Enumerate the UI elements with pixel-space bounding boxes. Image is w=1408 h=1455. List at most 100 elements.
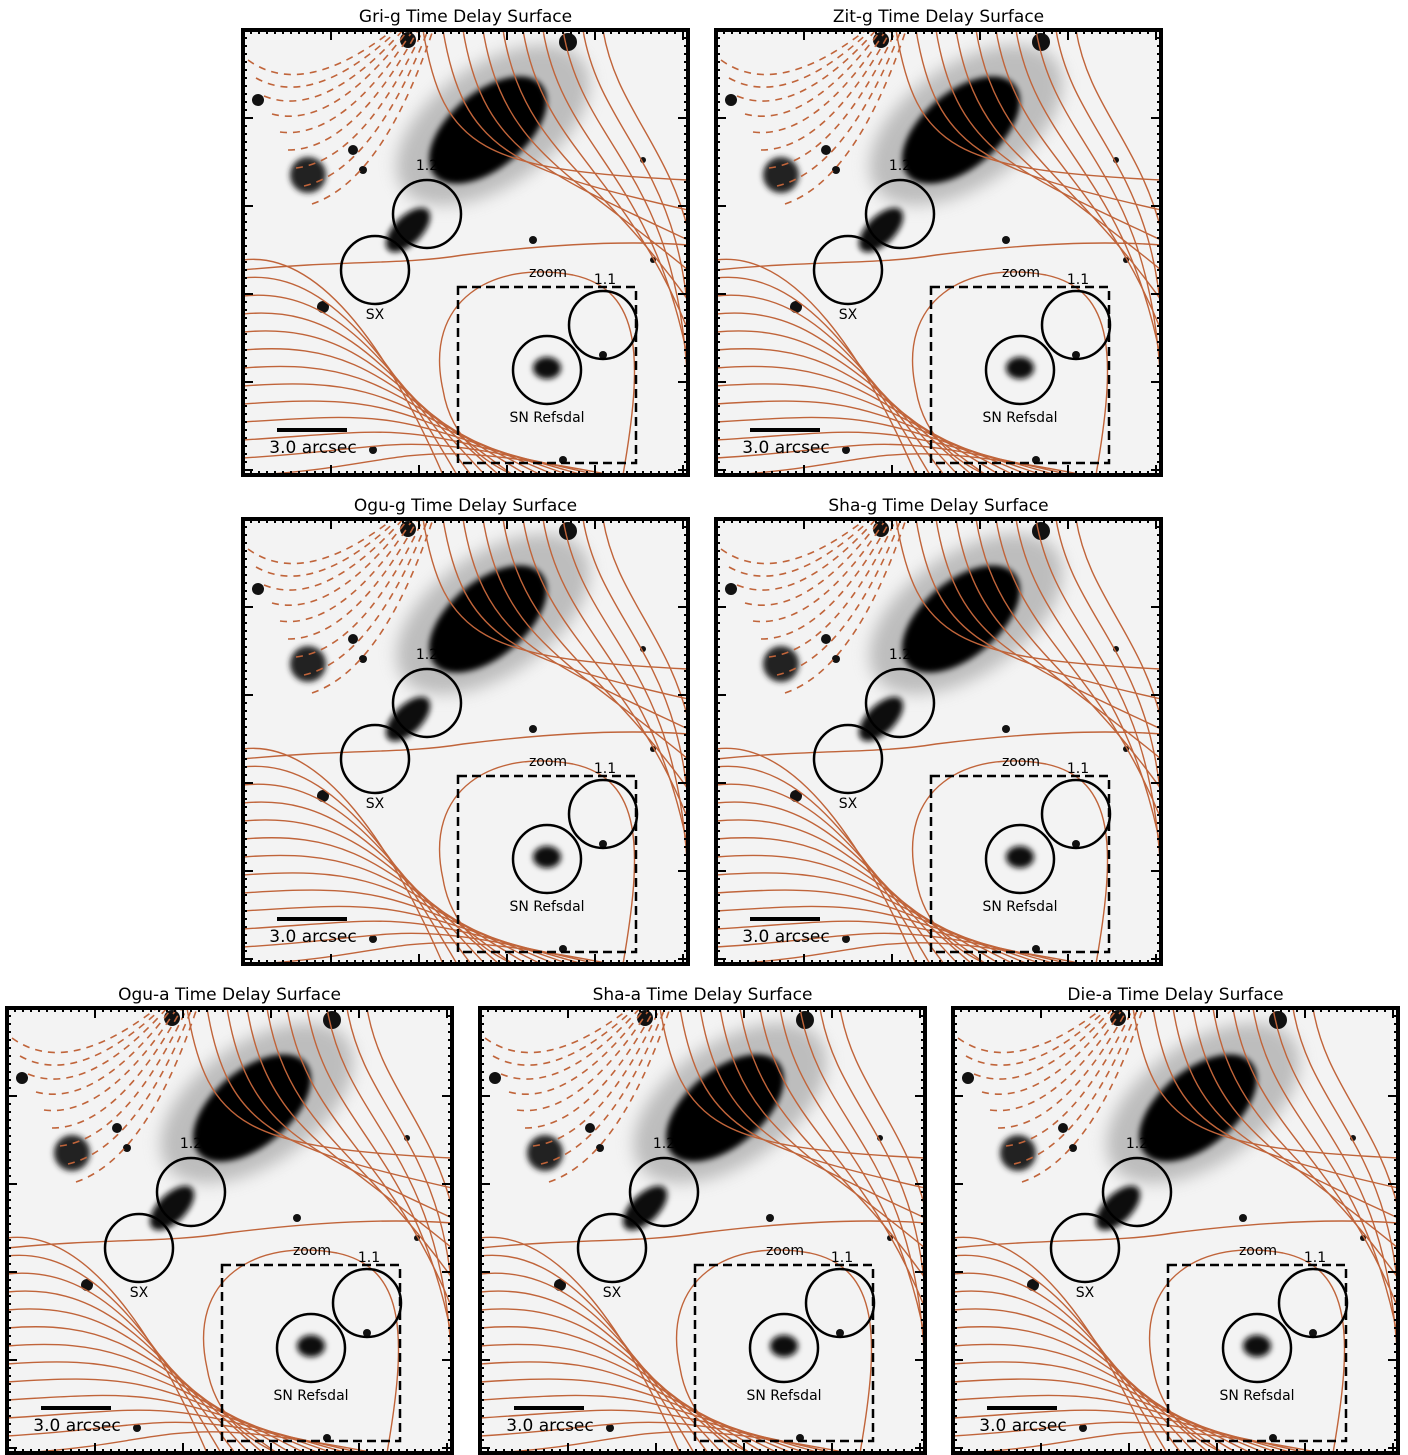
- contour: [243, 920, 584, 964]
- contour: [720, 942, 1085, 964]
- region-circle: [391, 178, 463, 250]
- galaxy: [902, 76, 1020, 184]
- label: SN Refsdal: [982, 410, 1057, 426]
- contour: [582, 30, 688, 420]
- contour-dashed: [35, 1008, 173, 1096]
- image: [953, 1008, 1398, 1453]
- contour-dashed: [492, 1008, 636, 1066]
- contour: [243, 837, 514, 964]
- sn-host: [1006, 846, 1034, 868]
- contour-dashed: [263, 30, 404, 102]
- source: [369, 935, 377, 943]
- contour: [716, 348, 987, 475]
- contour: [779, 1008, 925, 1339]
- contour: [480, 1326, 751, 1453]
- contour: [759, 1008, 925, 1309]
- contour: [953, 1421, 1308, 1453]
- contour: [716, 765, 931, 964]
- contour: [1152, 1008, 1398, 1189]
- zoom-box: [693, 1263, 875, 1443]
- contour-dashed: [728, 519, 872, 577]
- scale-label: 3.0 arcsec: [269, 438, 356, 458]
- star: [1000, 1135, 1036, 1171]
- label: 1.2: [180, 1136, 202, 1152]
- contour: [243, 443, 598, 475]
- label: SX: [839, 796, 858, 812]
- source: [323, 1011, 341, 1029]
- label: SX: [130, 1285, 149, 1301]
- contour: [953, 1290, 1196, 1453]
- zoom-box: [929, 774, 1111, 954]
- label: SN Refsdal: [1219, 1388, 1294, 1404]
- contour: [243, 783, 472, 964]
- contour: [602, 519, 688, 939]
- source: [348, 634, 358, 644]
- contour-dashed: [11, 1008, 158, 1054]
- label: zoom: [293, 1243, 331, 1259]
- source: [359, 166, 367, 174]
- contour-dashed: [997, 1008, 1129, 1129]
- contour-dashed: [720, 30, 867, 76]
- source: [766, 1214, 774, 1222]
- galaxy-arm: [858, 696, 904, 742]
- contour-dashed: [311, 519, 434, 694]
- contour-dashed: [263, 519, 404, 591]
- contour-dashed: [776, 519, 902, 676]
- contour: [1192, 1008, 1398, 1249]
- panel-title: Sha-g Time Delay Surface: [828, 496, 1048, 516]
- contour: [953, 1272, 1182, 1453]
- region-circle: [748, 1312, 820, 1384]
- contour: [935, 30, 1161, 241]
- source: [725, 94, 737, 106]
- contour-dashed: [500, 1008, 641, 1080]
- contour-dashed: [760, 519, 892, 640]
- contour: [7, 1409, 348, 1453]
- source: [796, 1011, 814, 1029]
- source: [962, 1072, 974, 1084]
- contour-dashed: [736, 519, 877, 591]
- source: [1309, 1329, 1317, 1337]
- source: [369, 446, 377, 454]
- contour-dashed: [744, 519, 882, 607]
- contour-dashed: [1021, 1008, 1144, 1183]
- source: [585, 1123, 595, 1133]
- region-circle: [984, 823, 1056, 895]
- source: [529, 725, 537, 733]
- label: 1.1: [831, 1250, 853, 1266]
- contour: [1075, 30, 1161, 450]
- galaxy-arm: [149, 1185, 195, 1231]
- contour: [1015, 30, 1161, 361]
- contour: [422, 519, 688, 670]
- source: [559, 522, 577, 540]
- contour-dashed: [287, 519, 419, 640]
- contour: [480, 1220, 925, 1249]
- panel-title: Ogu-a Time Delay Surface: [118, 985, 341, 1005]
- region-circle: [339, 234, 411, 306]
- contour: [716, 731, 1161, 760]
- contour: [716, 294, 945, 475]
- source: [363, 1329, 371, 1337]
- contour: [953, 1308, 1210, 1453]
- contour: [935, 519, 1161, 730]
- contour: [7, 1220, 452, 1249]
- source: [252, 94, 264, 106]
- contour-dashed: [67, 1008, 193, 1165]
- frame: [714, 517, 1163, 966]
- label: zoom: [529, 265, 567, 281]
- panel-title: Zit-g Time Delay Surface: [833, 7, 1044, 27]
- label: SN Refsdal: [982, 899, 1057, 915]
- contour: [480, 1290, 723, 1453]
- contour-loop: [911, 271, 1109, 475]
- contour: [480, 1272, 709, 1453]
- contour: [346, 1008, 452, 1398]
- frame: [478, 1006, 927, 1455]
- contour: [716, 330, 973, 475]
- scale-label: 3.0 arcsec: [742, 927, 829, 947]
- frame: [951, 1006, 1400, 1455]
- contour: [1252, 1008, 1398, 1339]
- galaxy-arm: [1095, 1185, 1141, 1231]
- label: 1.2: [653, 1136, 675, 1152]
- contour: [480, 1254, 695, 1453]
- contour-dashed: [51, 1008, 183, 1129]
- contour-dashed: [295, 519, 424, 658]
